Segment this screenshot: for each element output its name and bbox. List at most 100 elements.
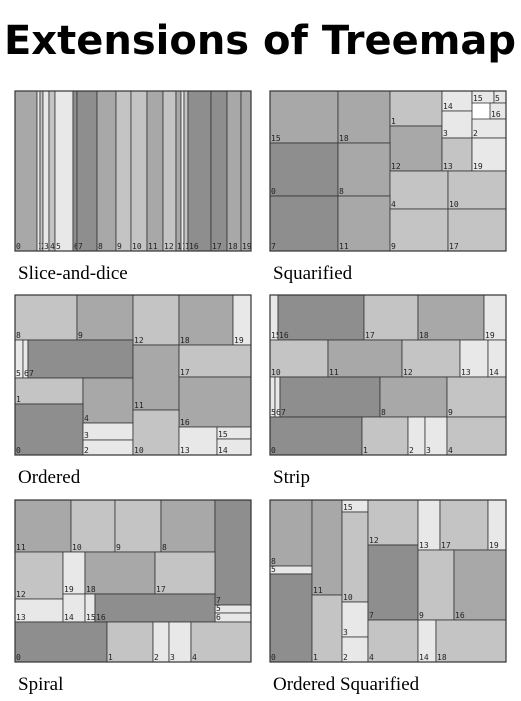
cell [446, 376, 507, 418]
cell-label: 11 [148, 242, 158, 251]
cell [379, 376, 448, 418]
cell-label: 13 [180, 446, 190, 455]
cell [36, 90, 41, 252]
cell [214, 499, 252, 606]
cell [132, 294, 180, 346]
cell-label: 13 [16, 613, 26, 622]
cell [178, 376, 252, 428]
cell-label: 10 [134, 446, 144, 455]
cell-label: 4 [369, 653, 374, 662]
cell-label: 19 [242, 242, 252, 251]
cell-label: 15 [271, 331, 281, 340]
cell [367, 544, 419, 621]
cell-label: 18 [419, 331, 429, 340]
cell-label: 7 [216, 596, 221, 605]
cell [14, 551, 64, 600]
cell [389, 208, 449, 252]
cell-label: 1 [16, 395, 21, 404]
cell-label: 0 [16, 446, 21, 455]
cell-label: 8 [16, 331, 21, 340]
cell-label: 17 [449, 242, 459, 251]
cell-label: 12 [391, 162, 401, 171]
cell-label: 1 [108, 653, 113, 662]
cell-label: 17 [212, 242, 222, 251]
cell [132, 344, 180, 411]
cell-label: 17 [180, 368, 190, 377]
cell-label: 7 [281, 408, 286, 417]
cell-label: 16 [279, 331, 289, 340]
cell-label: 14 [64, 613, 74, 622]
caption: Slice-and-dice [18, 263, 128, 284]
cell [226, 90, 242, 252]
cell [459, 339, 489, 378]
cell-label: 11 [339, 242, 349, 251]
cell-label: 16 [180, 418, 190, 427]
cell [82, 377, 134, 424]
cell-label: 4 [448, 446, 453, 455]
cell-label: 5 [271, 565, 276, 574]
cell-label: 9 [78, 331, 83, 340]
cell [269, 416, 363, 456]
cell-label: 12 [134, 336, 144, 345]
cell-label: 3 [443, 129, 448, 138]
cell-label: 18 [437, 653, 447, 662]
cell [361, 416, 409, 456]
cell-label: 18 [180, 336, 190, 345]
cell-label: 7 [78, 242, 83, 251]
cell-label: 10 [132, 242, 142, 251]
cell-label: 17 [365, 331, 375, 340]
cell [439, 499, 489, 551]
cell-label: 17 [156, 585, 166, 594]
cell-label: 6 [216, 613, 221, 622]
cell-label: 2 [84, 446, 89, 455]
cell [178, 426, 218, 456]
cell-label: 3 [343, 628, 348, 637]
cell [76, 90, 98, 252]
cell-label: 11 [16, 543, 26, 552]
cell-label: 19 [485, 331, 495, 340]
cell [76, 294, 134, 341]
cell-label: 3 [44, 242, 49, 251]
caption: Ordered [18, 467, 81, 488]
cell [277, 294, 365, 341]
cell [114, 499, 162, 553]
caption: Spiral [18, 674, 63, 695]
cell-label: 15 [343, 503, 353, 512]
cell [27, 339, 134, 379]
cell-label: 5 [271, 408, 276, 417]
cell-label: 2 [343, 653, 348, 662]
cell-label: 5 [16, 369, 21, 378]
cell-label: 3 [426, 446, 431, 455]
cell [132, 409, 180, 456]
cell [269, 573, 313, 663]
cell [178, 294, 234, 346]
cell-label: 18 [339, 134, 349, 143]
cell-label: 12 [369, 536, 379, 545]
cell-label: 6 [24, 369, 29, 378]
caption: Strip [273, 467, 310, 488]
cell-label: 13 [419, 541, 429, 550]
cell-label: 2 [409, 446, 414, 455]
cell [269, 90, 339, 144]
cell-label: 9 [116, 543, 121, 552]
cell [82, 439, 134, 456]
cell-label: 12 [403, 368, 413, 377]
cell [39, 90, 44, 252]
cell-label: 15 [218, 430, 228, 439]
cell [417, 549, 455, 621]
cell-label: 8 [271, 557, 276, 566]
cell-label: 0 [271, 446, 276, 455]
caption: Ordered Squarified [273, 674, 420, 695]
title: Extensions of Treemap [4, 18, 516, 64]
cell-label: 7 [271, 242, 276, 251]
cell-label: 8 [339, 187, 344, 196]
cell-label: 4 [50, 242, 55, 251]
cell [269, 142, 339, 197]
cell-label: 11 [134, 401, 144, 410]
cell [401, 339, 461, 378]
cell [96, 90, 117, 252]
